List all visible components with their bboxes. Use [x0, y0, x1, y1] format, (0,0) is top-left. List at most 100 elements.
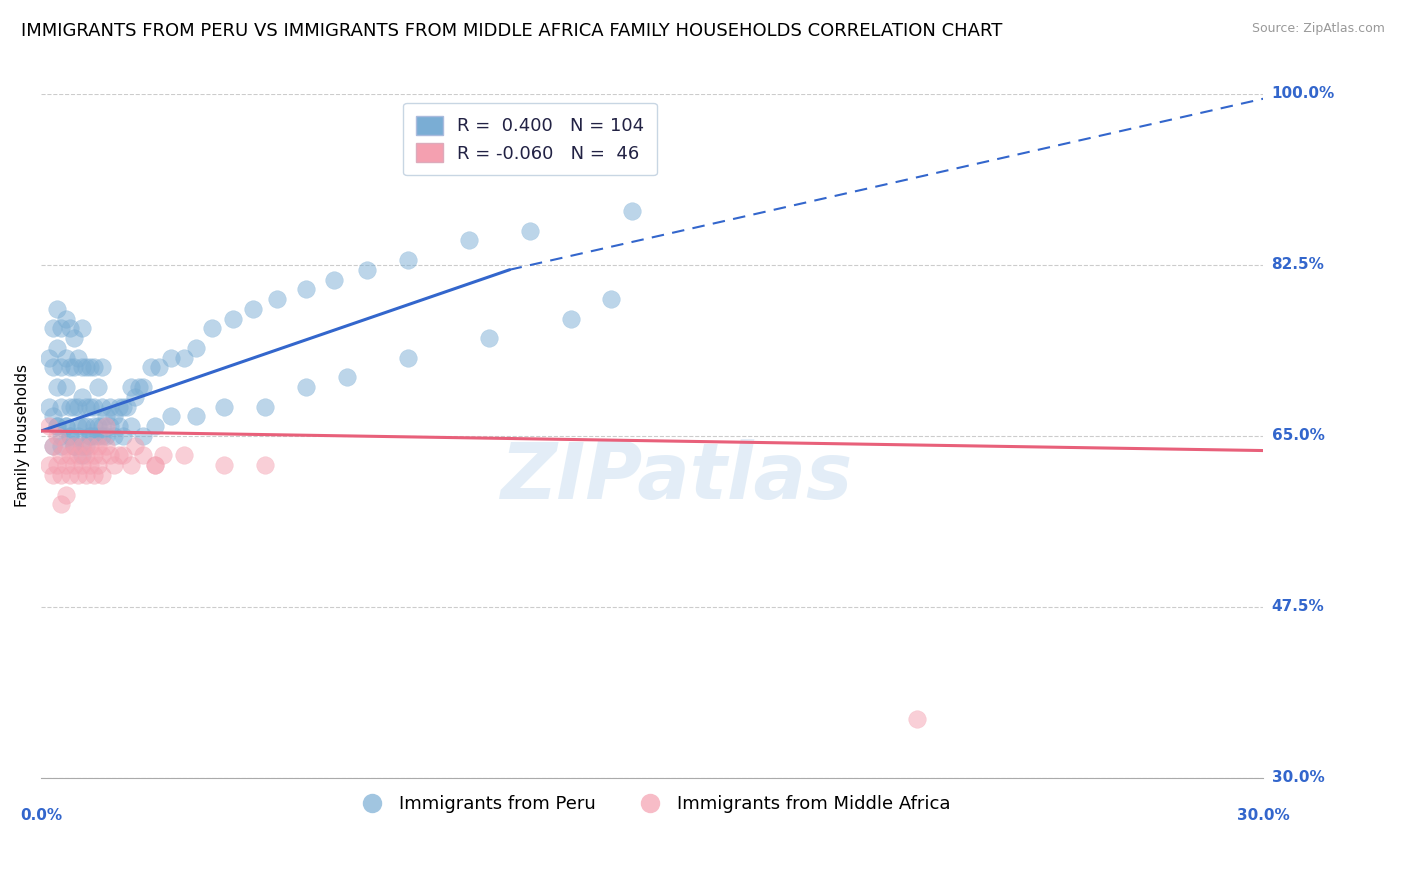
Point	[107, 419, 129, 434]
Point	[96, 429, 118, 443]
Point	[59, 429, 82, 443]
Point	[59, 321, 82, 335]
Point	[70, 439, 93, 453]
Point	[70, 439, 93, 453]
Point	[124, 439, 146, 453]
Point	[478, 331, 501, 345]
Point	[83, 429, 105, 443]
Point	[111, 429, 134, 443]
Point	[79, 400, 101, 414]
Point	[42, 360, 65, 375]
Point	[396, 252, 419, 267]
Point	[59, 429, 82, 443]
Point	[295, 380, 318, 394]
Point	[83, 400, 105, 414]
Point	[83, 467, 105, 482]
Text: 0.0%: 0.0%	[20, 808, 62, 823]
Text: 100.0%: 100.0%	[1271, 87, 1334, 102]
Point	[96, 409, 118, 424]
Point	[107, 449, 129, 463]
Point	[214, 400, 236, 414]
Point	[91, 419, 114, 434]
Point	[143, 458, 166, 473]
Point	[62, 331, 84, 345]
Point	[66, 400, 89, 414]
Point	[66, 429, 89, 443]
Point	[87, 419, 110, 434]
Point	[83, 449, 105, 463]
Text: IMMIGRANTS FROM PERU VS IMMIGRANTS FROM MIDDLE AFRICA FAMILY HOUSEHOLDS CORRELAT: IMMIGRANTS FROM PERU VS IMMIGRANTS FROM …	[21, 22, 1002, 40]
Point	[560, 311, 582, 326]
Point	[143, 458, 166, 473]
Point	[600, 292, 623, 306]
Point	[457, 234, 479, 248]
Point	[132, 449, 155, 463]
Point	[46, 419, 69, 434]
Point	[173, 351, 195, 365]
Point	[70, 458, 93, 473]
Point	[55, 311, 77, 326]
Point	[139, 360, 162, 375]
Point	[51, 429, 73, 443]
Point	[79, 360, 101, 375]
Point	[46, 380, 69, 394]
Text: Source: ZipAtlas.com: Source: ZipAtlas.com	[1251, 22, 1385, 36]
Point	[62, 439, 84, 453]
Legend: Immigrants from Peru, Immigrants from Middle Africa: Immigrants from Peru, Immigrants from Mi…	[347, 788, 957, 821]
Point	[396, 351, 419, 365]
Point	[132, 429, 155, 443]
Point	[103, 409, 125, 424]
Point	[254, 458, 277, 473]
Point	[66, 351, 89, 365]
Point	[42, 321, 65, 335]
Point	[79, 429, 101, 443]
Point	[59, 467, 82, 482]
Point	[111, 400, 134, 414]
Point	[42, 439, 65, 453]
Point	[51, 439, 73, 453]
Point	[184, 409, 207, 424]
Point	[62, 439, 84, 453]
Point	[128, 380, 150, 394]
Point	[62, 439, 84, 453]
Point	[70, 390, 93, 404]
Point	[98, 400, 121, 414]
Point	[214, 458, 236, 473]
Point	[46, 341, 69, 355]
Point	[160, 351, 183, 365]
Point	[83, 360, 105, 375]
Point	[152, 449, 174, 463]
Point	[323, 272, 346, 286]
Text: 30.0%: 30.0%	[1237, 808, 1289, 823]
Point	[46, 419, 69, 434]
Point	[295, 282, 318, 296]
Point	[83, 419, 105, 434]
Point	[51, 467, 73, 482]
Point	[70, 419, 93, 434]
Point	[66, 467, 89, 482]
Point	[173, 449, 195, 463]
Point	[96, 419, 118, 434]
Point	[120, 419, 142, 434]
Point	[38, 458, 60, 473]
Point	[51, 497, 73, 511]
Point	[75, 419, 97, 434]
Point	[55, 439, 77, 453]
Point	[120, 458, 142, 473]
Y-axis label: Family Households: Family Households	[15, 365, 30, 508]
Point	[55, 419, 77, 434]
Point	[70, 321, 93, 335]
Text: 82.5%: 82.5%	[1271, 258, 1324, 272]
Point	[91, 360, 114, 375]
Point	[91, 467, 114, 482]
Point	[124, 390, 146, 404]
Point	[59, 400, 82, 414]
Point	[103, 458, 125, 473]
Point	[79, 429, 101, 443]
Point	[266, 292, 288, 306]
Point	[336, 370, 359, 384]
Point	[115, 400, 138, 414]
Point	[87, 429, 110, 443]
Point	[59, 360, 82, 375]
Point	[51, 449, 73, 463]
